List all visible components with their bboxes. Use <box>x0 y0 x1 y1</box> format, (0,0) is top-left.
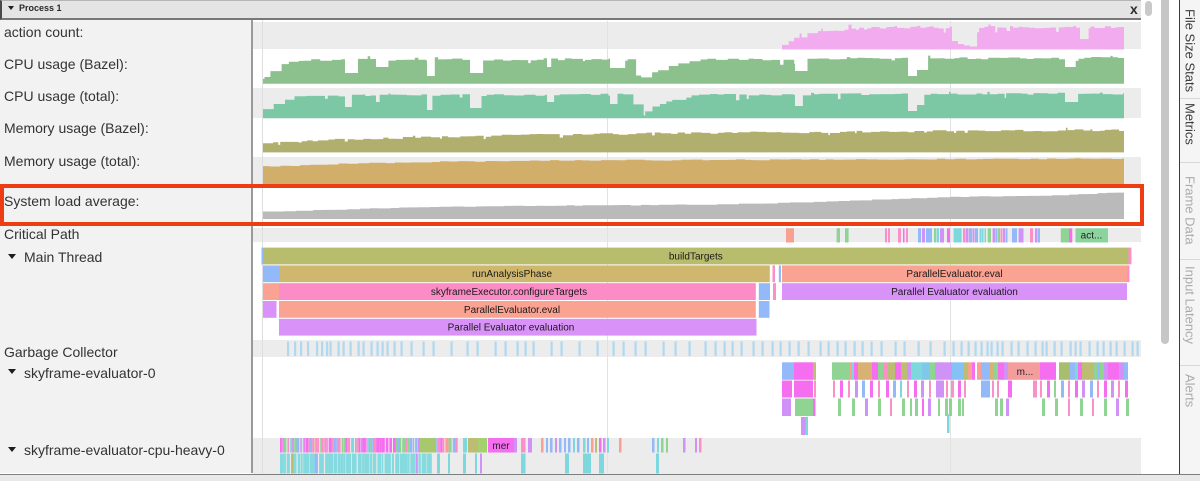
svg-text:runAnalysisPhase: runAnalysisPhase <box>472 269 552 280</box>
svg-text:Parallel Evaluator evaluation: Parallel Evaluator evaluation <box>448 323 575 334</box>
svg-text:Parallel Evaluator evaluation: Parallel Evaluator evaluation <box>891 287 1018 298</box>
svg-text:ParallelEvaluator.eval: ParallelEvaluator.eval <box>464 305 560 316</box>
svg-text:skyframeExecutor.configureTarg: skyframeExecutor.configureTargets <box>431 287 587 298</box>
svg-text:buildTargets: buildTargets <box>669 251 723 262</box>
svg-text:m...: m... <box>1017 367 1034 378</box>
svg-text:act...: act... <box>1081 231 1103 242</box>
svg-text:mer: mer <box>492 441 510 452</box>
svg-text:ParallelEvaluator.eval: ParallelEvaluator.eval <box>906 269 1002 280</box>
